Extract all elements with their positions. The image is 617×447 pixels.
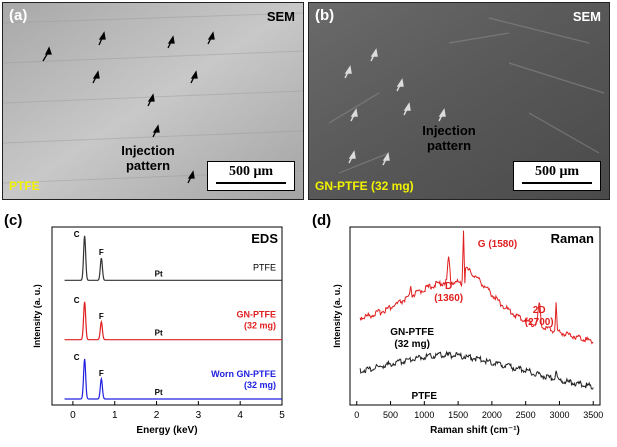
eds-peak-label: C xyxy=(74,230,80,239)
injection-line1-b: Injection xyxy=(422,123,476,138)
raman-xtick-label: 500 xyxy=(383,410,398,420)
sem-tag-a: SEM xyxy=(266,9,295,24)
raman-series-ptfe xyxy=(359,350,594,390)
panel-label-c: (c) xyxy=(4,212,23,229)
scale-line-b xyxy=(522,182,592,184)
eds-peak-label: F xyxy=(99,369,104,378)
raman-xlabel: Raman shift (cm⁻¹) xyxy=(430,425,520,436)
raman-title: Raman xyxy=(551,231,594,246)
eds-chart: EDS 0 1 2 3 4 5 Energy (keV) Intensity (a. u.) C F… xyxy=(32,226,285,436)
raman-xtick-label: 2500 xyxy=(516,410,536,420)
eds-xlabel: Energy (keV) xyxy=(136,425,197,436)
eds-plot-frame xyxy=(51,226,283,406)
material-label-b: GN-PTFE (32 mg) xyxy=(315,179,414,193)
scale-text-a: 500 μm xyxy=(228,164,274,179)
raman-plot-frame xyxy=(349,226,601,406)
eds-xtick-label: 1 xyxy=(112,410,118,421)
eds-legend-text: (32 mg) xyxy=(244,380,276,390)
raman-peak-annotation: (2700) xyxy=(525,317,554,328)
raman-xtick-label: 3000 xyxy=(549,410,569,420)
eds-xtick-label: 0 xyxy=(70,410,76,421)
scale-text-b: 500 μm xyxy=(534,164,580,179)
eds-xtick-label: 2 xyxy=(154,410,160,421)
raman-peak-annotation: D xyxy=(445,281,452,292)
eds-legend-text: PTFE xyxy=(253,262,276,272)
raman-xtick-label: 1500 xyxy=(448,410,468,420)
panel-label-b: (b) xyxy=(315,7,335,24)
raman-xtick-label: 3500 xyxy=(583,410,603,420)
eds-peak-label: Pt xyxy=(155,388,163,397)
scale-bar-b: 500 μm xyxy=(513,161,601,191)
scale-line-a xyxy=(216,182,286,184)
eds-ylabel: Intensity (a. u.) xyxy=(32,284,42,348)
eds-xtick-label: 5 xyxy=(279,410,285,421)
injection-pattern-label-a: Injection pattern xyxy=(103,143,193,173)
injection-pattern-label-b: Injection pattern xyxy=(404,123,494,153)
eds-series-line xyxy=(64,235,282,281)
arrow-markers-a xyxy=(42,31,215,184)
material-label-a: PTFE xyxy=(9,179,40,193)
panel-label-a: (a) xyxy=(9,7,28,24)
eds-peak-label: Pt xyxy=(155,329,163,338)
raman-xtick-label: 0 xyxy=(354,410,359,420)
eds-legend-text: Worn GN-PTFE xyxy=(211,369,276,379)
sem-texture-a xyxy=(3,3,303,199)
injection-line1-a: Injection xyxy=(121,143,175,158)
raman-series-gn-ptfe xyxy=(359,230,594,345)
raman-xtick-label: 1000 xyxy=(414,410,434,420)
panel-label-d: (d) xyxy=(312,212,332,229)
raman-peak-annotation: 2D xyxy=(533,305,546,316)
eds-xtick-label: 3 xyxy=(196,410,202,421)
scale-bar-a: 500 μm xyxy=(207,161,295,191)
raman-peak-annotation: (1360) xyxy=(434,293,463,304)
sem-image-gn-ptfe: (b) SEM Injection pattern GN-PTFE (32 mg… xyxy=(308,2,610,200)
sem-image-ptfe: (a) SEM Injection pattern PTFE 500 μm xyxy=(2,2,304,200)
eds-peak-label: C xyxy=(74,353,80,362)
eds-series-line xyxy=(64,358,282,400)
eds-peak-label: Pt xyxy=(155,269,163,278)
raman-label-gn-ptfe: GN-PTFE xyxy=(390,327,434,338)
eds-legend-text: (32 mg) xyxy=(244,321,276,331)
raman-label-ptfe: PTFE xyxy=(412,391,438,402)
arrow-markers-b xyxy=(344,48,446,166)
eds-legend-text: GN-PTFE xyxy=(237,310,277,320)
raman-peak-annotation: G (1580) xyxy=(478,239,517,250)
sem-tag-b: SEM xyxy=(572,9,601,24)
eds-title: EDS xyxy=(251,231,278,246)
raman-xtick-label: 2000 xyxy=(482,410,502,420)
eds-series-line xyxy=(64,301,282,341)
injection-line2-a: pattern xyxy=(125,158,171,173)
eds-xtick-label: 4 xyxy=(237,410,243,421)
raman-chart: Raman 0 500 1000 1500 2000 2500 3000 3500 Raman s… xyxy=(332,226,603,436)
eds-peak-label: F xyxy=(99,312,104,321)
raman-label-gn-ptfe: (32 mg) xyxy=(394,339,430,350)
eds-peak-label: C xyxy=(74,296,80,305)
injection-line2-b: pattern xyxy=(426,138,472,153)
eds-peak-label: F xyxy=(99,248,104,257)
raman-ylabel: Intensity (a. u.) xyxy=(332,284,342,348)
